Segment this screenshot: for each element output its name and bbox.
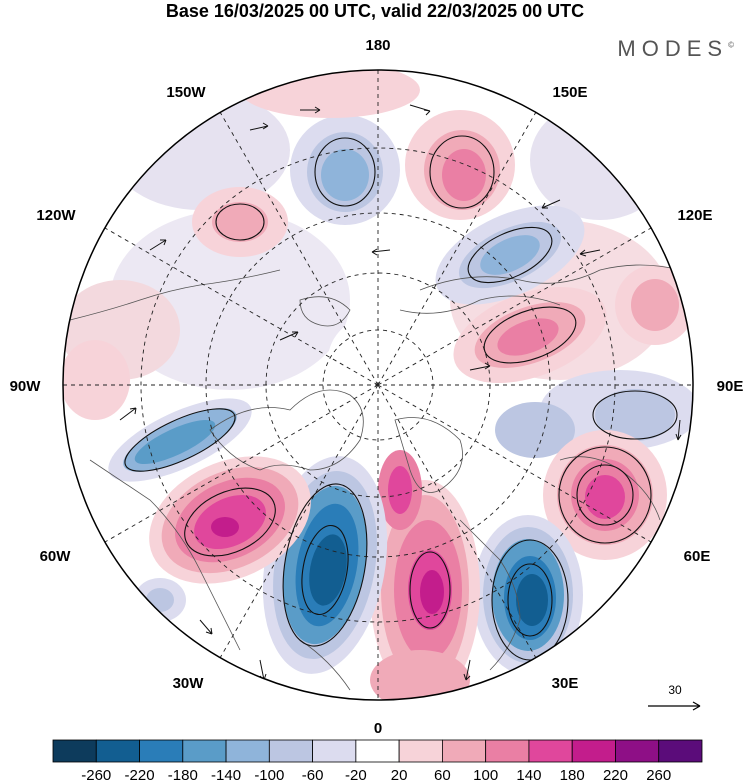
colorbar-tick-label: -100 [254, 767, 284, 783]
colorbar-swatch [52, 739, 97, 763]
lon-label-60e: 60E [684, 548, 711, 565]
colorbar-swatch [528, 739, 573, 763]
colorbar-tick-label: -220 [125, 767, 155, 783]
colorbar-tick-label: -60 [302, 767, 324, 783]
lon-label-90e: 90E [717, 378, 744, 395]
lon-label-30w: 30W [173, 675, 205, 692]
colorbar-tick-label: 140 [516, 767, 541, 783]
colorbar: -260 -220 -180 -140 -100 -60 -20 20 60 100 140 180 2… [52, 739, 703, 783]
colorbar-tick-label: 20 [391, 767, 408, 783]
page-title: Base 16/03/2025 00 UTC, valid 22/03/2025… [165, 1, 585, 21]
colorbar-swatch [658, 739, 703, 763]
colorbar-swatch [312, 739, 357, 763]
brand-name: MODES [617, 36, 729, 61]
colorbar-tick-label: -180 [168, 767, 198, 783]
reference-vector-label: 30 [668, 683, 682, 697]
lon-label-60w: 60W [40, 548, 72, 565]
colorbar-tick-label: 60 [434, 767, 451, 783]
reference-vector: 30 [648, 683, 701, 711]
colorbar-tick-label: -20 [345, 767, 367, 783]
colorbar-swatch [615, 739, 660, 763]
graticule [63, 70, 693, 700]
wind-vectors [119, 104, 682, 681]
colorbar-swatch [95, 739, 140, 763]
colorbar-swatch [139, 739, 184, 763]
colorbar-swatch [485, 739, 530, 763]
lon-label-150e: 150E [552, 84, 587, 101]
colorbar-swatch [355, 739, 400, 763]
colorbar-tick-label: 180 [560, 767, 585, 783]
lon-label-0: 0 [374, 720, 382, 737]
brand-logo: MODES© [617, 36, 734, 62]
colorbar-swatch [225, 739, 270, 763]
copyright-mark: © [728, 40, 734, 50]
colorbar-tick-label: 220 [603, 767, 628, 783]
reference-arrow-icon [648, 701, 701, 711]
lon-label-180: 180 [365, 37, 390, 54]
flow-contours [124, 135, 678, 661]
colorbar-tick-label: 100 [473, 767, 498, 783]
lon-label-30e: 30E [552, 675, 579, 692]
lon-label-90w: 90W [10, 378, 42, 395]
lon-label-120w: 120W [36, 207, 76, 224]
colorbar-swatch [268, 739, 314, 763]
map-boundary [62, 69, 694, 701]
lon-label-150w: 150W [166, 84, 206, 101]
colorbar-tick-label: -140 [211, 767, 241, 783]
colorbar-tick-label: -260 [81, 767, 111, 783]
colorbar-swatch [398, 739, 443, 763]
lon-label-120e: 120E [677, 207, 712, 224]
colorbar-swatch [571, 739, 616, 763]
colorbar-swatch [182, 739, 227, 763]
colorbar-tick-label: 260 [646, 767, 671, 783]
colorbar-swatch [441, 739, 487, 763]
